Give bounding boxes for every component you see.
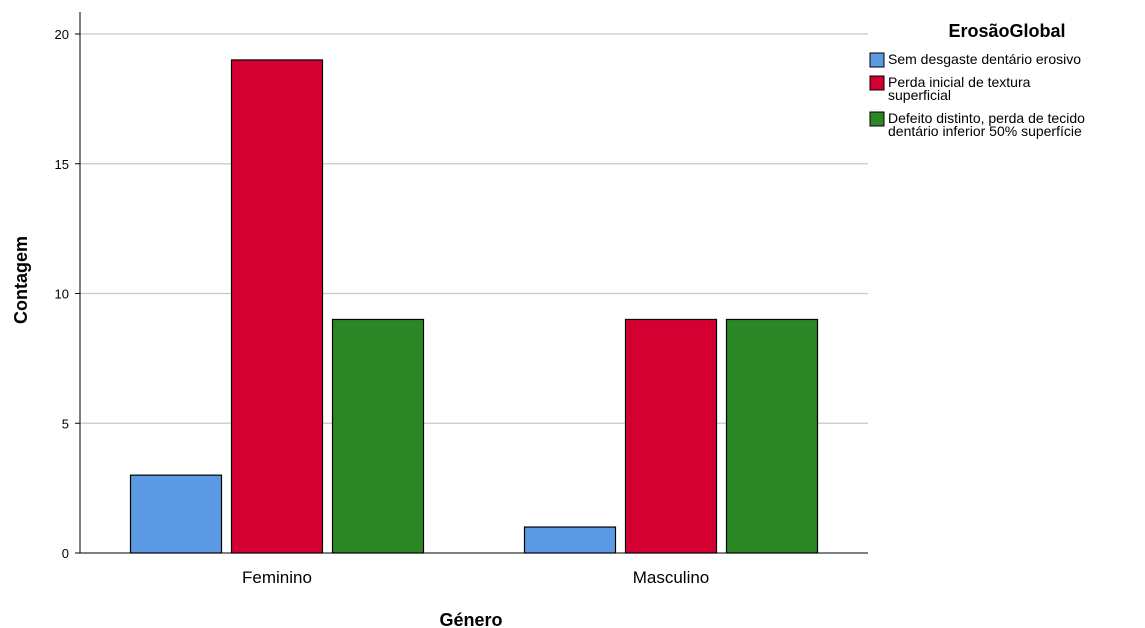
legend: ErosãoGlobal Sem desgaste dentário erosi… — [869, 21, 1085, 139]
y-tick-label: 10 — [55, 287, 69, 302]
legend-title: ErosãoGlobal — [948, 21, 1065, 41]
x-tick-label: Feminino — [242, 568, 312, 587]
legend-label: Perda inicial de textura — [888, 74, 1031, 90]
legend-swatch — [869, 75, 885, 91]
bar-masculino-series-1 — [523, 526, 617, 554]
y-axis-title: Contagem — [11, 236, 31, 324]
bar-feminino-series-2 — [230, 59, 324, 554]
y-tick-label: 5 — [62, 416, 69, 431]
y-tick-labels: 0 5 10 15 20 — [55, 27, 80, 561]
legend-swatch — [869, 111, 885, 127]
legend-label: dentário inferior 50% superfície — [888, 123, 1082, 139]
axes — [79, 12, 868, 554]
legend-label: Sem desgaste dentário erosivo — [888, 51, 1081, 67]
legend-items: Sem desgaste dentário erosivo Perda inici… — [869, 51, 1085, 139]
legend-swatch — [869, 52, 885, 68]
x-tick-labels: Feminino Masculino — [242, 568, 709, 587]
bar-feminino-series-3 — [331, 318, 425, 554]
bars — [129, 59, 819, 554]
y-tick-label: 20 — [55, 27, 69, 42]
bar-feminino-series-1 — [129, 474, 223, 554]
x-axis-title: Género — [439, 610, 502, 628]
bar-masculino-series-3 — [725, 318, 819, 554]
legend-label: Defeito distinto, perda de tecido — [888, 110, 1085, 126]
bar-masculino-series-2 — [624, 318, 718, 554]
y-tick-label: 15 — [55, 157, 69, 172]
y-tick-label: 0 — [62, 546, 69, 561]
x-tick-label: Masculino — [633, 568, 710, 587]
legend-label: superficial — [888, 87, 951, 103]
